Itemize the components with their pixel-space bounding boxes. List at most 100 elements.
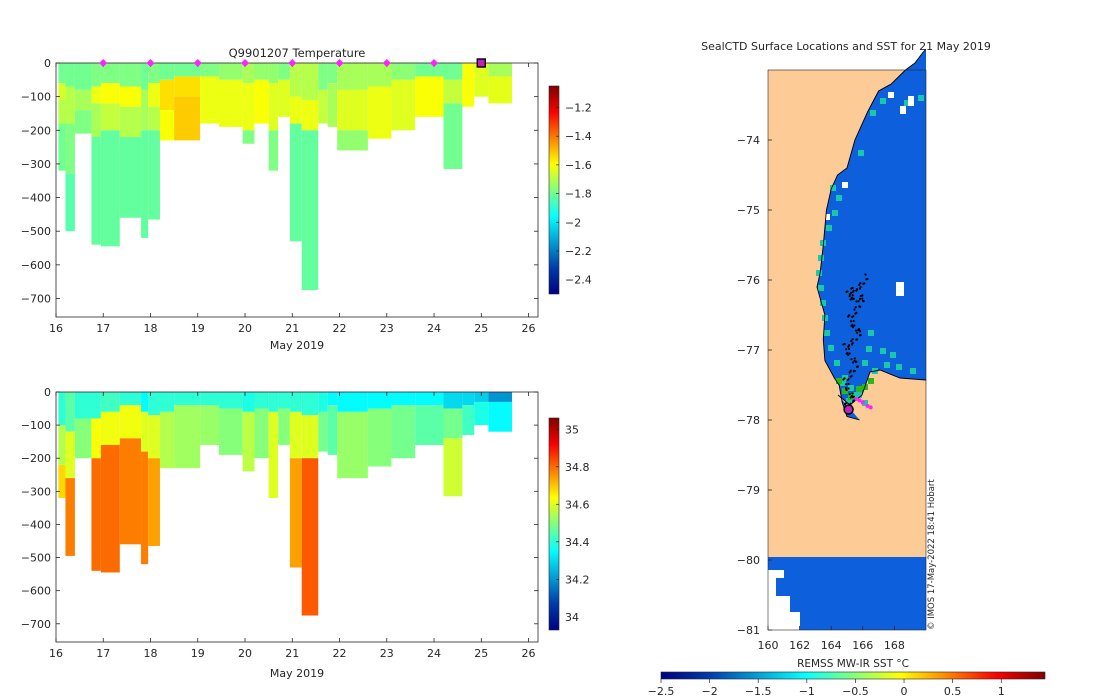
- temperature-cell: [91, 63, 101, 87]
- salinity-cell: [100, 444, 120, 573]
- track-point: [852, 361, 855, 364]
- ice-edge-cell: [880, 348, 886, 354]
- salinity-cell: [219, 392, 243, 409]
- temperature-cell: [148, 106, 160, 131]
- map-xtick-label: 168: [884, 639, 905, 652]
- salinity-cell: [474, 401, 489, 426]
- track-point: [847, 378, 850, 381]
- temperature-ytick-label: −200: [21, 124, 51, 137]
- ice-edge-cell: [852, 392, 858, 398]
- temperature-cell: [91, 86, 101, 104]
- track-point: [861, 294, 864, 297]
- map-ytick-label: −79: [737, 484, 760, 497]
- temperature-cell: [219, 63, 243, 80]
- salinity-cell: [254, 392, 269, 409]
- temperature-cell: [100, 103, 120, 131]
- ice-patch: [826, 214, 830, 220]
- salinity-cell: [74, 392, 92, 419]
- temperature-cell: [278, 63, 290, 80]
- temperature-ytick-label: −100: [21, 91, 51, 104]
- salinity-profiles: [58, 392, 513, 616]
- temperature-cell: [242, 130, 255, 144]
- ice-edge-cell: [848, 385, 854, 391]
- salinity-cell: [443, 408, 463, 439]
- temperature-xtick-label: 21: [285, 322, 299, 335]
- ice-edge-cell: [828, 345, 834, 351]
- temperature-cell: [488, 63, 513, 77]
- ice-edge-cell: [918, 95, 924, 101]
- salinity-cell: [337, 392, 368, 412]
- salinity-cell: [488, 392, 513, 402]
- track-point: [849, 369, 852, 372]
- ice-edge-cell: [832, 210, 838, 216]
- track-point: [847, 347, 851, 351]
- temperature-axes-box: [55, 62, 539, 318]
- temperature-cell: [148, 63, 160, 84]
- track-point: [846, 352, 849, 355]
- temperature-cell: [268, 83, 279, 131]
- ice-edge-cell: [910, 368, 916, 374]
- temperature-cell: [91, 137, 101, 245]
- track-point: [849, 396, 852, 399]
- track-point: [850, 374, 853, 377]
- temperature-cell: [65, 123, 75, 175]
- ice-edge-cell: [890, 352, 896, 358]
- track-point: [855, 331, 859, 334]
- salinity-cell: [65, 392, 75, 432]
- temperature-cell: [337, 130, 368, 151]
- salinity-cell: [254, 408, 269, 459]
- temperature-cbar-tick-label: −2.2: [565, 245, 592, 258]
- temperature-profiles: [58, 63, 513, 291]
- map-xtick-label: 162: [789, 639, 810, 652]
- ice-edge-cell: [856, 392, 862, 398]
- temperature-cell: [462, 63, 475, 107]
- salinity-cell: [58, 464, 66, 498]
- salinity-ytick-label: 0: [44, 386, 51, 399]
- temperature-cell: [58, 63, 66, 84]
- salinity-cell: [443, 438, 463, 497]
- temperature-cell: [141, 63, 149, 90]
- salinity-cell: [100, 392, 120, 412]
- salinity-cell: [200, 392, 220, 406]
- surface-marker: [430, 59, 439, 67]
- track-point: [857, 300, 860, 303]
- temperature-xtick-label: 20: [238, 322, 252, 335]
- temperature-cell: [174, 63, 201, 77]
- track-point: [852, 289, 855, 292]
- temperature-cell: [119, 106, 142, 138]
- ice-edge-cell: [834, 360, 840, 366]
- temperature-cell: [443, 79, 463, 104]
- salinity-cell: [148, 415, 160, 459]
- map-ytick-label: −77: [737, 344, 760, 357]
- salinity-cell: [148, 458, 160, 546]
- temperature-cell: [65, 174, 75, 232]
- sst-cbar-tick-label: −0.5: [842, 685, 869, 698]
- track-point: [847, 382, 850, 386]
- map-title: SealCTD Surface Locations and SST for 21…: [701, 40, 991, 53]
- temperature-cell: [301, 63, 319, 101]
- temperature-cell: [200, 63, 220, 77]
- salinity-cell: [91, 418, 101, 459]
- sst-colorbar: [660, 671, 1046, 680]
- temperature-cell: [391, 79, 416, 131]
- salinity-cbar-tick-label: 34.8: [565, 461, 590, 474]
- temperature-cbar-tick-label: −2: [565, 216, 581, 229]
- sst-cbar-tick-label: 0.5: [944, 685, 962, 698]
- temperature-cbar-tick-label: −1.2: [565, 102, 592, 115]
- temperature-cell: [200, 76, 220, 124]
- track-point: [855, 338, 859, 341]
- salinity-ytick-label: −600: [21, 585, 51, 598]
- ice-edge-cell: [870, 110, 876, 116]
- track-point: [853, 369, 856, 373]
- temperature-cell: [367, 63, 392, 87]
- salinity-cell: [318, 411, 328, 452]
- salinity-cell: [337, 411, 368, 479]
- salinity-cell: [65, 431, 75, 479]
- salinity-cell: [268, 411, 279, 498]
- sst-cbar-tick-label: 1: [998, 685, 1005, 698]
- salinity-cell: [159, 411, 175, 469]
- track-point: [859, 282, 862, 285]
- track-point: [855, 300, 858, 303]
- ice-edge-cell: [862, 360, 868, 366]
- sst-cbar-tick-label: −2.5: [648, 685, 675, 698]
